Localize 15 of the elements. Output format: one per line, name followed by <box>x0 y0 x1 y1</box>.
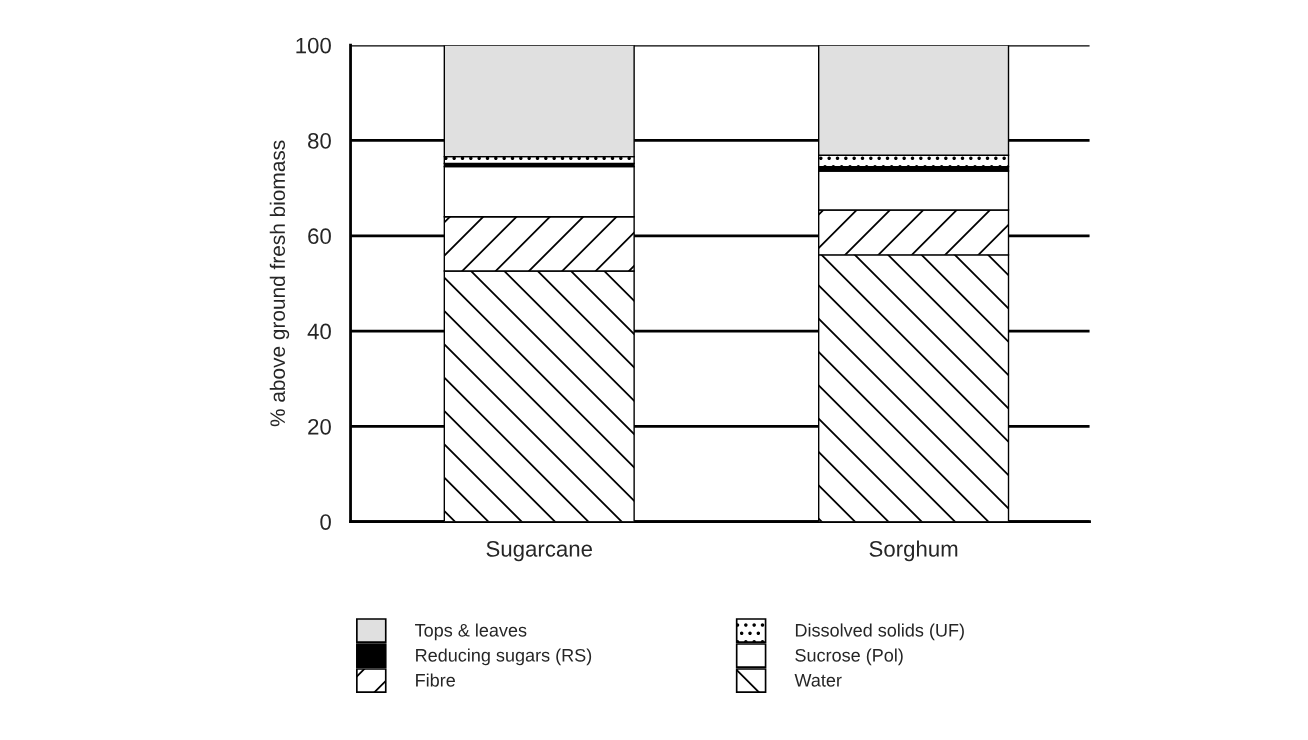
x-tick-label: Sorghum <box>869 540 958 562</box>
legend-label: Fibre <box>416 673 455 687</box>
legend-label: Tops & leaves <box>415 623 527 641</box>
y-tick-label: 20 <box>308 418 331 435</box>
y-tick-label: 100 <box>296 37 331 54</box>
y-axis-title: % above ground fresh biomass <box>269 140 290 427</box>
legend-label: Water <box>794 674 842 687</box>
legend-label: Reducing sugars (RS) <box>416 648 592 666</box>
x-tick-label: Sugarcane <box>486 541 592 562</box>
legend-label: Dissolved solids (UF) <box>795 623 964 641</box>
y-tick-label: 40 <box>307 323 331 340</box>
y-tick-label: 80 <box>308 132 331 149</box>
y-tick-label: 60 <box>308 228 331 245</box>
legend-label: Sucrose (Pol) <box>795 648 903 666</box>
y-tick-label: 0 <box>320 514 331 530</box>
